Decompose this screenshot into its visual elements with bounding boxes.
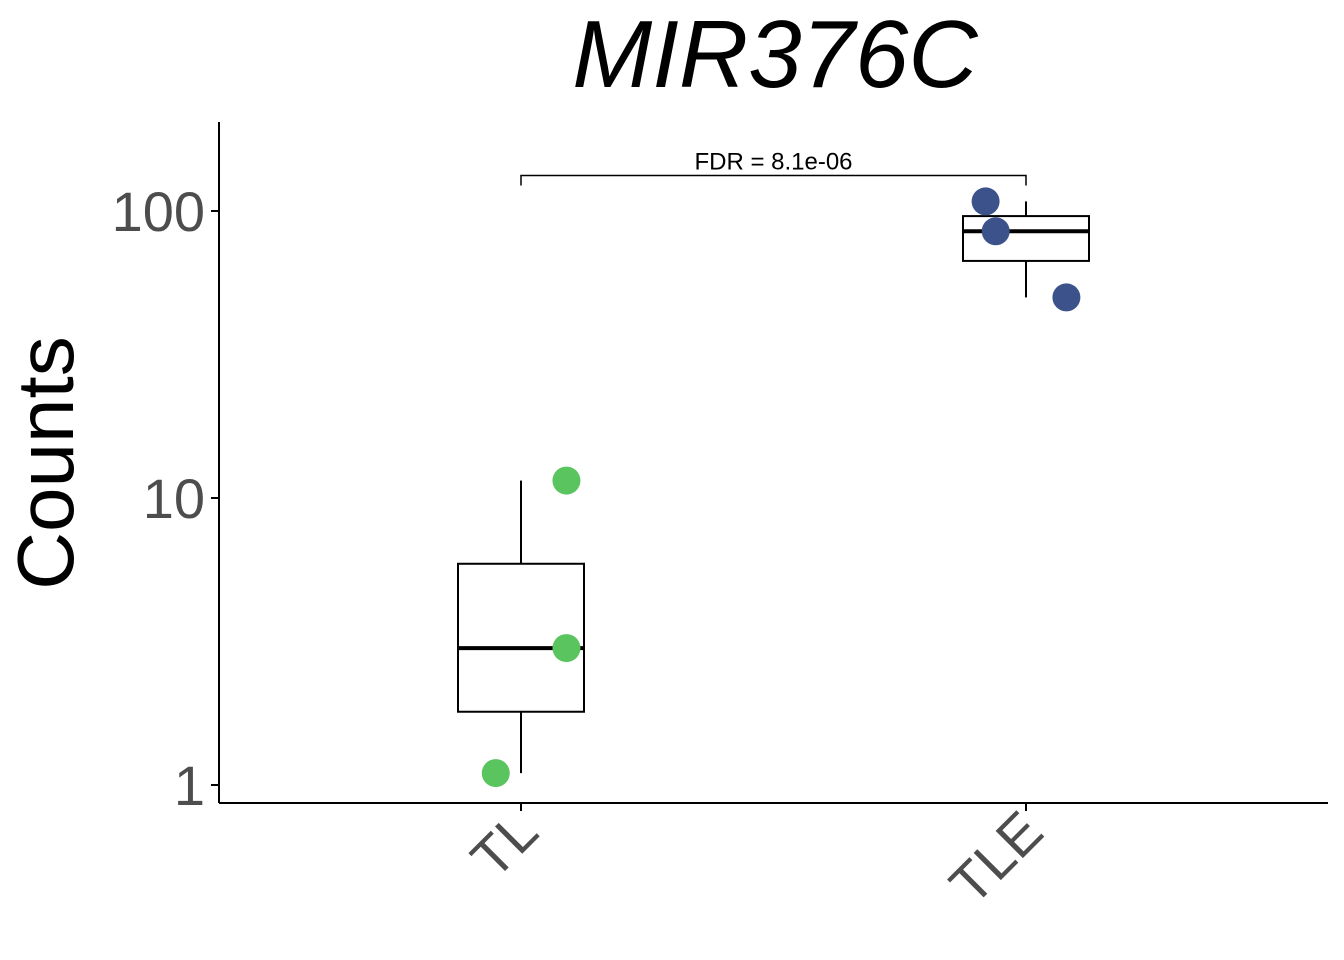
y-tick-label: 100 [112,180,205,243]
x-tick-label: TLE [937,799,1054,916]
data-point [481,759,510,788]
data-point [552,466,581,495]
data-point [552,634,581,663]
y-tick-label: 10 [143,467,205,530]
significance-label: FDR = 8.1e-06 [694,148,852,175]
y-tick-label: 1 [174,754,205,817]
box-tle [962,215,1090,262]
x-tick-label: TL [459,799,550,890]
data-point [981,217,1010,246]
data-point [971,187,1000,216]
chart-title: MIR376C [572,1,978,108]
data-point [1052,283,1081,312]
y-axis-label: Counts [1,336,90,589]
significance-bracket [520,174,1027,186]
plot-area: 1 10 100 TL TLE FDR = 8.1e-06 [112,122,1328,916]
